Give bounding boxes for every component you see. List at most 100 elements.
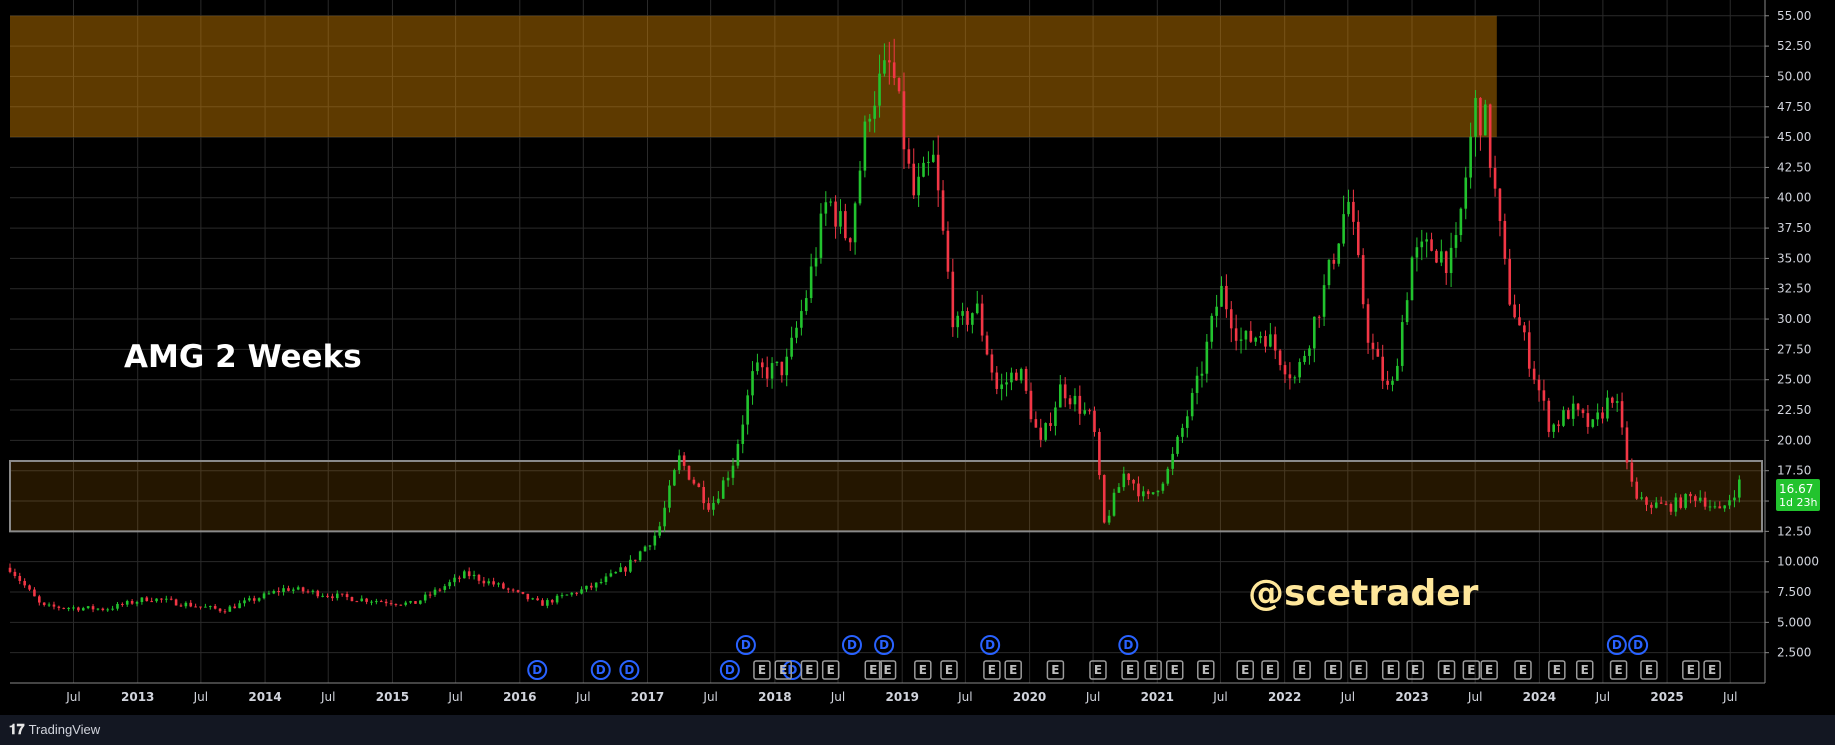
candle-body[interactable] (1733, 497, 1736, 501)
candle-body[interactable] (1034, 419, 1038, 428)
candle-body[interactable] (331, 596, 334, 599)
candle-body[interactable] (1146, 491, 1150, 495)
candle-body[interactable] (1425, 239, 1428, 242)
earnings-marker[interactable]: E (940, 660, 958, 680)
candle-body[interactable] (638, 551, 642, 561)
candle-body[interactable] (355, 601, 359, 603)
candle-body[interactable] (1498, 188, 1502, 222)
candle-body[interactable] (619, 567, 622, 572)
candle-body[interactable] (1117, 487, 1121, 493)
candle-body[interactable] (770, 363, 774, 379)
candle-body[interactable] (1576, 403, 1580, 410)
earnings-marker[interactable]: E (1609, 660, 1628, 680)
candle-body[interactable] (1347, 201, 1350, 215)
candle-body[interactable] (888, 60, 891, 63)
candle-body[interactable] (971, 313, 974, 325)
candle-body[interactable] (419, 600, 422, 604)
candle-body[interactable] (1420, 241, 1424, 248)
candle-body[interactable] (1254, 337, 1257, 342)
candle-body[interactable] (819, 213, 823, 258)
candle-body[interactable] (853, 203, 857, 243)
candle-body[interactable] (272, 591, 276, 594)
candle-body[interactable] (365, 598, 368, 602)
earnings-marker[interactable]: E (1121, 660, 1139, 680)
candle-body[interactable] (91, 606, 95, 610)
candle-body[interactable] (267, 593, 271, 595)
candle-body[interactable] (248, 598, 251, 601)
candle-body[interactable] (106, 609, 110, 611)
dividend-marker[interactable]: D (719, 660, 740, 680)
candle-body[interactable] (1151, 492, 1155, 495)
candle-body[interactable] (57, 606, 61, 608)
candle-body[interactable] (1229, 309, 1233, 329)
candle-body[interactable] (536, 598, 539, 601)
candle-body[interactable] (1088, 410, 1091, 412)
candle-body[interactable] (218, 608, 222, 612)
candle-body[interactable] (1513, 304, 1516, 318)
candle-body[interactable] (423, 594, 427, 601)
earnings-marker[interactable]: E (1349, 660, 1368, 680)
candle-body[interactable] (907, 149, 911, 164)
candle-body[interactable] (1156, 490, 1160, 493)
candle-body[interactable] (121, 603, 124, 605)
earnings-marker[interactable]: E (1640, 660, 1658, 680)
candle-body[interactable] (111, 608, 114, 610)
candle-body[interactable] (228, 606, 232, 612)
candle-body[interactable] (487, 581, 491, 584)
candle-body[interactable] (1571, 403, 1575, 419)
candle-body[interactable] (287, 588, 290, 591)
time-axis[interactable]: Jul 2013 Jul 2014 Jul 2015 Jul 2016 Jul 2017 Jul 20… (0, 682, 1835, 715)
candle-body[interactable] (1234, 328, 1238, 341)
candle-body[interactable] (653, 535, 657, 546)
candle-body[interactable] (936, 154, 940, 191)
candle-body[interactable] (502, 583, 505, 589)
candle-body[interactable] (814, 257, 818, 267)
candle-body[interactable] (208, 606, 212, 608)
candle-body[interactable] (443, 586, 447, 590)
candle-body[interactable] (1019, 368, 1023, 381)
candle-body[interactable] (282, 588, 285, 593)
candle-body[interactable] (1107, 515, 1111, 523)
candle-body[interactable] (1488, 104, 1492, 168)
candle-body[interactable] (33, 589, 36, 597)
candle-body[interactable] (1703, 497, 1707, 507)
candle-body[interactable] (1210, 315, 1214, 342)
candle-body[interactable] (1342, 214, 1345, 244)
candle-body[interactable] (160, 598, 163, 600)
candle-body[interactable] (1298, 362, 1301, 378)
candle-body[interactable] (409, 601, 412, 603)
candle-body[interactable] (125, 600, 129, 605)
candlestick-chart[interactable]: D D D D E E E E E E E E E E E E E E E E E E E E E E E E E E E E E E ED D D D D… (0, 0, 1835, 715)
candle-body[interactable] (1181, 427, 1184, 437)
candle-body[interactable] (1264, 336, 1267, 347)
candle-body[interactable] (52, 604, 56, 607)
dividend-marker[interactable]: D (1628, 635, 1649, 655)
candle-body[interactable] (301, 587, 305, 592)
zone-resistance[interactable] (10, 15, 1497, 138)
candle-body[interactable] (795, 327, 798, 338)
candle-body[interactable] (863, 121, 867, 171)
candle-body[interactable] (165, 598, 168, 600)
candle-body[interactable] (1068, 398, 1072, 405)
candle-body[interactable] (677, 455, 681, 471)
candle-body[interactable] (1557, 424, 1560, 426)
candle-body[interactable] (1493, 167, 1497, 189)
candle-body[interactable] (1371, 342, 1375, 349)
candle-body[interactable] (961, 311, 964, 316)
candle-body[interactable] (1684, 493, 1687, 508)
candle-body[interactable] (1225, 285, 1228, 310)
earnings-marker[interactable]: E (1197, 660, 1215, 680)
candle-body[interactable] (223, 611, 227, 613)
candle-body[interactable] (81, 608, 85, 611)
candle-body[interactable] (1464, 177, 1468, 209)
candle-body[interactable] (150, 601, 153, 603)
candle-body[interactable] (96, 608, 100, 610)
candle-body[interactable] (1547, 400, 1551, 432)
candle-body[interactable] (194, 606, 197, 608)
candle-body[interactable] (1723, 505, 1726, 509)
candle-body[interactable] (360, 598, 364, 602)
candle-body[interactable] (658, 526, 662, 536)
candle-body[interactable] (252, 598, 256, 601)
candle-body[interactable] (1205, 341, 1209, 374)
earnings-marker[interactable]: E (1480, 660, 1498, 680)
